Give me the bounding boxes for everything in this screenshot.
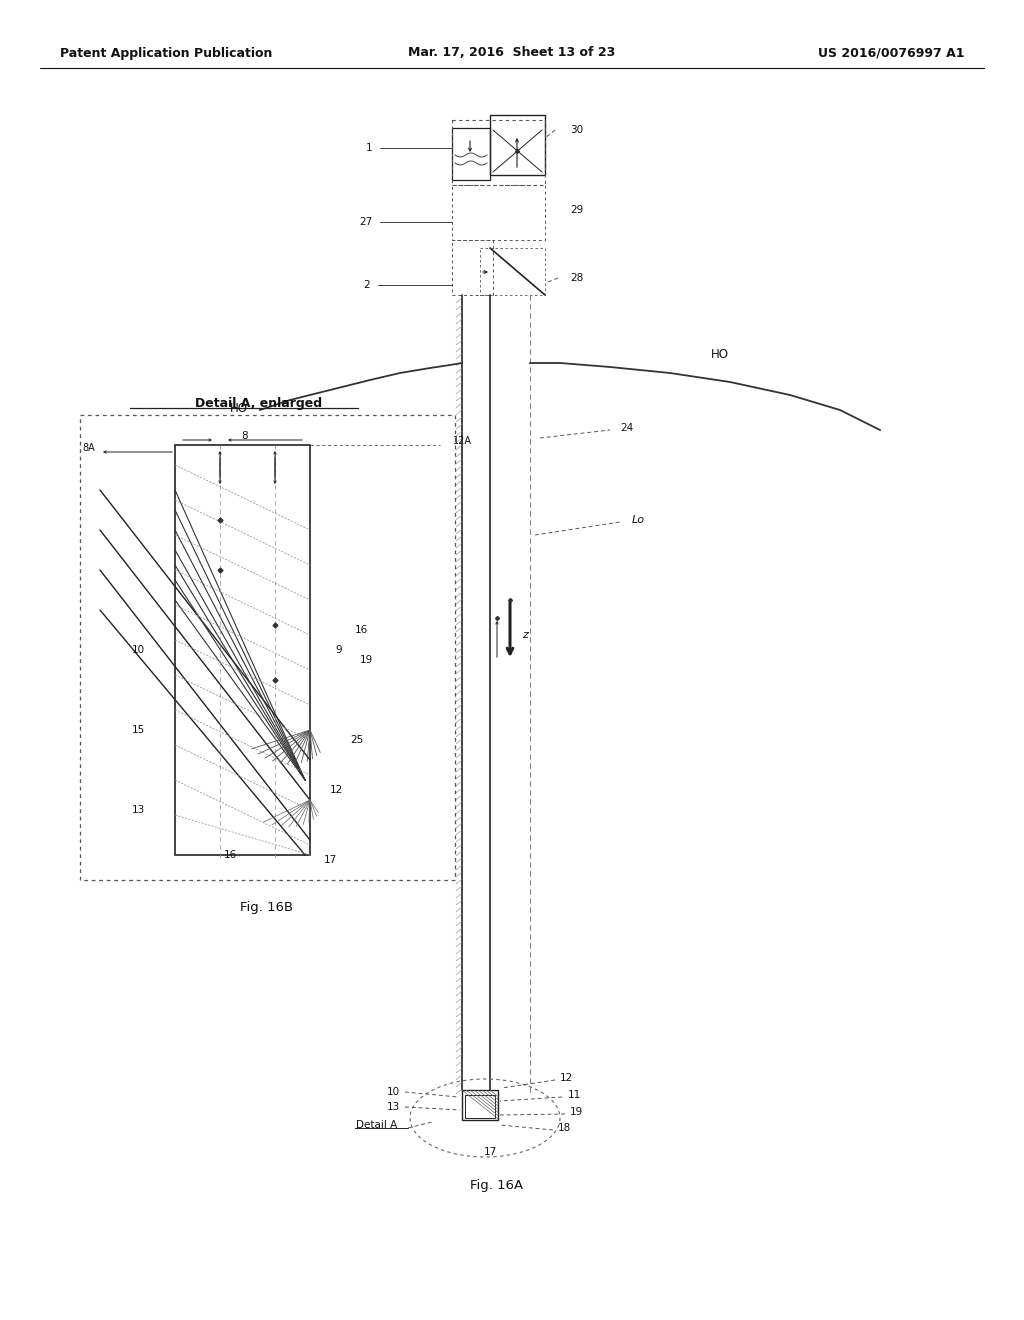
Bar <box>465 1096 495 1118</box>
Text: 16: 16 <box>223 850 237 861</box>
Text: 25: 25 <box>350 735 364 744</box>
Text: 18: 18 <box>558 1123 571 1133</box>
Text: 8A: 8A <box>82 444 95 453</box>
Text: 16: 16 <box>355 624 369 635</box>
Text: 11: 11 <box>568 1090 582 1100</box>
Text: 12A: 12A <box>453 436 472 446</box>
Text: Lo: Lo <box>632 515 645 525</box>
Text: 27: 27 <box>358 216 372 227</box>
Text: 10: 10 <box>387 1086 400 1097</box>
Text: US 2016/0076997 A1: US 2016/0076997 A1 <box>817 46 964 59</box>
Text: 19: 19 <box>570 1107 584 1117</box>
Text: 30: 30 <box>570 125 583 135</box>
Text: HO: HO <box>711 348 729 362</box>
Text: 17: 17 <box>483 1147 497 1158</box>
Text: 28: 28 <box>570 273 584 282</box>
Text: 19: 19 <box>360 655 374 665</box>
Text: 2: 2 <box>364 280 370 290</box>
Bar <box>490 115 545 176</box>
Text: 13: 13 <box>387 1102 400 1111</box>
Text: Mar. 17, 2016  Sheet 13 of 23: Mar. 17, 2016 Sheet 13 of 23 <box>409 46 615 59</box>
Text: 17: 17 <box>324 855 337 865</box>
Text: Detail A: Detail A <box>355 1119 397 1130</box>
Text: 12: 12 <box>330 785 343 795</box>
Bar <box>175 445 310 855</box>
Text: 8: 8 <box>242 432 248 441</box>
Text: 24: 24 <box>620 422 633 433</box>
Text: 10: 10 <box>132 645 145 655</box>
Text: Fig. 16A: Fig. 16A <box>470 1179 523 1192</box>
Bar <box>452 128 490 180</box>
Text: 15: 15 <box>132 725 145 735</box>
Text: Patent Application Publication: Patent Application Publication <box>60 46 272 59</box>
Text: 9: 9 <box>335 645 342 655</box>
Text: Fig. 16B: Fig. 16B <box>241 902 294 915</box>
Text: HO: HO <box>230 401 248 414</box>
Text: 1: 1 <box>366 143 372 153</box>
Text: 29: 29 <box>570 205 584 215</box>
Text: 12: 12 <box>560 1073 573 1082</box>
Bar <box>462 1090 498 1119</box>
Text: Detail A, enlarged: Detail A, enlarged <box>195 396 323 409</box>
Text: z: z <box>522 630 528 640</box>
Text: 13: 13 <box>132 805 145 814</box>
